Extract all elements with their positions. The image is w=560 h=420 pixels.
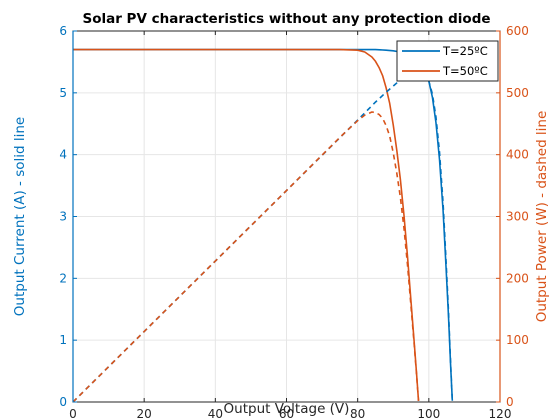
x-tick-label: 60 <box>279 407 294 420</box>
chart-title: Solar PV characteristics without any pro… <box>82 11 490 27</box>
left-y-tick-label: 1 <box>59 333 67 347</box>
right-y-tick-label: 0 <box>506 395 514 409</box>
legend: T=25ºC T=50ºC <box>396 40 499 82</box>
left-y-axis-label: Output Current (A) - solid line <box>12 117 28 316</box>
x-tick-label: 20 <box>137 407 152 420</box>
right-y-axis: 0 100 200 300 400 500 600 <box>496 24 529 409</box>
right-y-tick-label: 500 <box>506 86 529 100</box>
series-line-3 <box>72 111 420 403</box>
x-axis-label: Output Voltage (V) <box>224 401 350 417</box>
series-line-1 <box>73 48 420 401</box>
x-tick-label: 80 <box>350 407 365 420</box>
right-y-tick-label: 100 <box>506 333 529 347</box>
right-y-tick-label: 200 <box>506 271 529 285</box>
left-y-tick-label: 5 <box>59 86 67 100</box>
x-tick-label: 100 <box>417 407 440 420</box>
series-line-2 <box>72 69 454 403</box>
grid-lines <box>72 30 501 403</box>
x-tick-label: 40 <box>208 407 223 420</box>
right-y-tick-label: 300 <box>506 210 529 224</box>
x-tick-label: 120 <box>489 407 512 420</box>
series-line-0 <box>73 48 454 401</box>
left-y-tick-label: 6 <box>59 24 67 38</box>
left-y-tick-label: 0 <box>59 395 67 409</box>
x-axis: 0 20 40 60 80 100 120 <box>69 31 511 420</box>
legend-label-t25: T=25ºC <box>442 44 488 58</box>
plot-series <box>72 48 454 403</box>
legend-box <box>396 40 499 82</box>
left-y-tick-label: 3 <box>59 210 67 224</box>
left-y-tick-label: 4 <box>59 148 67 162</box>
left-y-axis: 0 1 2 3 4 5 6 <box>59 24 77 409</box>
left-y-tick-label: 2 <box>59 271 67 285</box>
right-y-tick-label: 400 <box>506 148 529 162</box>
right-y-tick-label: 600 <box>506 24 529 38</box>
right-y-axis-label: Output Power (W) - dashed line <box>534 111 550 323</box>
x-tick-label: 0 <box>69 407 77 420</box>
legend-label-t50: T=50ºC <box>442 64 488 78</box>
